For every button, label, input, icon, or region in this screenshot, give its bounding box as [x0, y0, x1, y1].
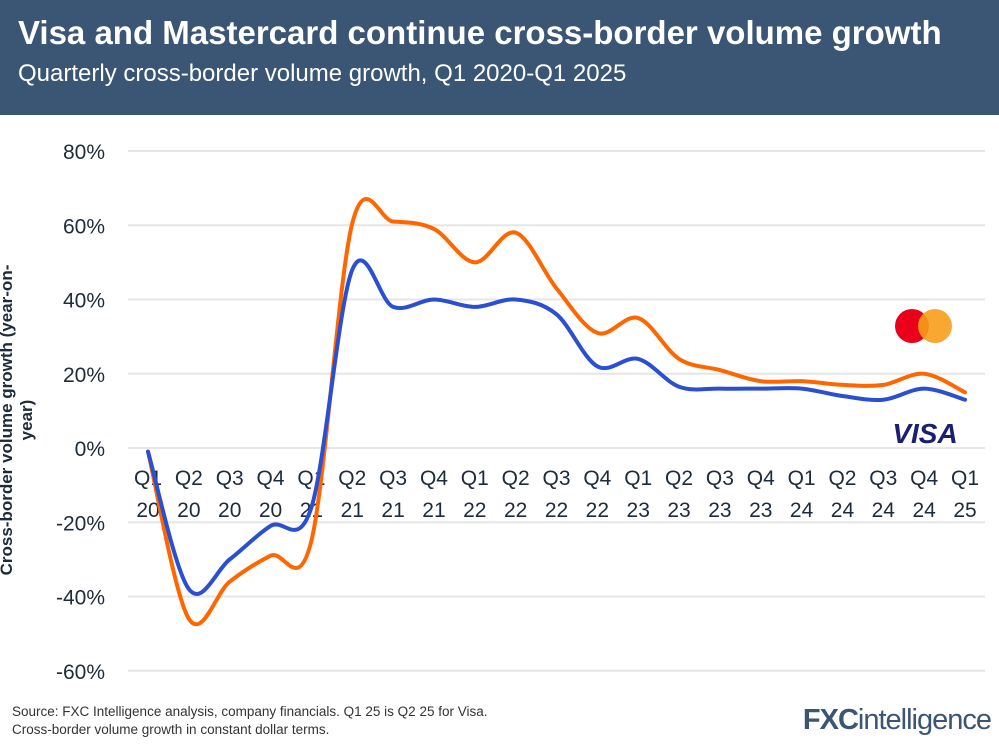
x-tick-label: 22	[504, 499, 527, 522]
y-tick-label: 0%	[75, 438, 105, 461]
x-tick-label: Q2	[828, 467, 856, 490]
x-tick-label: 21	[381, 499, 404, 522]
x-tick-label: 23	[749, 499, 772, 522]
x-tick-label: 23	[627, 499, 650, 522]
fxc-logo: FXCintelligence	[802, 704, 992, 736]
mastercard-logo-orange-circle	[918, 309, 952, 343]
x-tick-label: 24	[790, 499, 814, 522]
x-tick-label: 22	[545, 499, 568, 522]
chart-area: 80% 60% 40% 20% 0% -20% -40% -60% Q1 20 Q2 20 Q3 20 Q4…	[56, 141, 985, 684]
x-tick-label: Q3	[216, 467, 244, 490]
source-note: Source: FXC Intelligence analysis, compa…	[12, 703, 488, 739]
source-line: Cross-border volume growth in constant d…	[12, 722, 330, 737]
x-tick-label: Q2	[665, 467, 693, 490]
chart-title: Visa and Mastercard continue cross-borde…	[18, 14, 942, 51]
x-tick-label: Q2	[338, 467, 366, 490]
x-tick-label: Q3	[869, 467, 897, 490]
x-tick-label: Q4	[583, 467, 611, 490]
x-tick-label: 25	[953, 499, 976, 522]
chart-subtitle: Quarterly cross-border volume growth, Q1…	[18, 60, 627, 87]
y-tick-label: -40%	[56, 587, 105, 610]
x-tick-label: 21	[422, 499, 445, 522]
y-tick-label: -20%	[56, 512, 105, 535]
x-tick-label: Q3	[542, 467, 570, 490]
series-line-mastercard	[146, 197, 967, 627]
x-tick-label: Q2	[502, 467, 530, 490]
x-tick-label: Q4	[420, 467, 448, 490]
header: Visa and Mastercard continue cross-borde…	[0, 0, 999, 115]
x-tick-label: Q3	[706, 467, 734, 490]
x-tick-label: 20	[218, 499, 241, 522]
y-tick-label: -60%	[56, 661, 105, 684]
series-line-visa	[146, 258, 967, 596]
y-tick-label: 60%	[63, 215, 105, 238]
x-tick-label: 20	[177, 499, 200, 522]
x-tick-label: Q1	[461, 467, 489, 490]
y-axis-label: Cross-border volume growth (year-on-year…	[0, 264, 36, 576]
x-tick-label: 22	[463, 499, 486, 522]
y-tick-label: 20%	[63, 364, 105, 387]
x-tick-label: 24	[831, 499, 855, 522]
x-tick-label: Q4	[257, 467, 285, 490]
x-tick-label: Q3	[379, 467, 407, 490]
x-tick-label: 21	[341, 499, 364, 522]
x-tick-label: Q1	[951, 467, 979, 490]
x-tick-label: Q2	[175, 467, 203, 490]
x-tick-label: Q1	[624, 467, 652, 490]
visa-logo: VISA	[892, 418, 957, 449]
x-tick-label: 24	[872, 499, 896, 522]
x-tick-label: 20	[136, 499, 159, 522]
x-tick-label: Q4	[910, 467, 938, 490]
x-tick-label: 22	[586, 499, 609, 522]
x-tick-label: 23	[667, 499, 690, 522]
y-tick-label: 80%	[63, 141, 105, 164]
source-line: Source: FXC Intelligence analysis, compa…	[12, 704, 488, 719]
x-tick-label: 24	[912, 499, 936, 522]
x-tick-label: 23	[708, 499, 731, 522]
y-tick-label: 40%	[63, 290, 105, 313]
x-tick-label: 20	[259, 499, 282, 522]
x-tick-label: Q4	[747, 467, 775, 490]
x-tick-label: Q1	[788, 467, 816, 490]
